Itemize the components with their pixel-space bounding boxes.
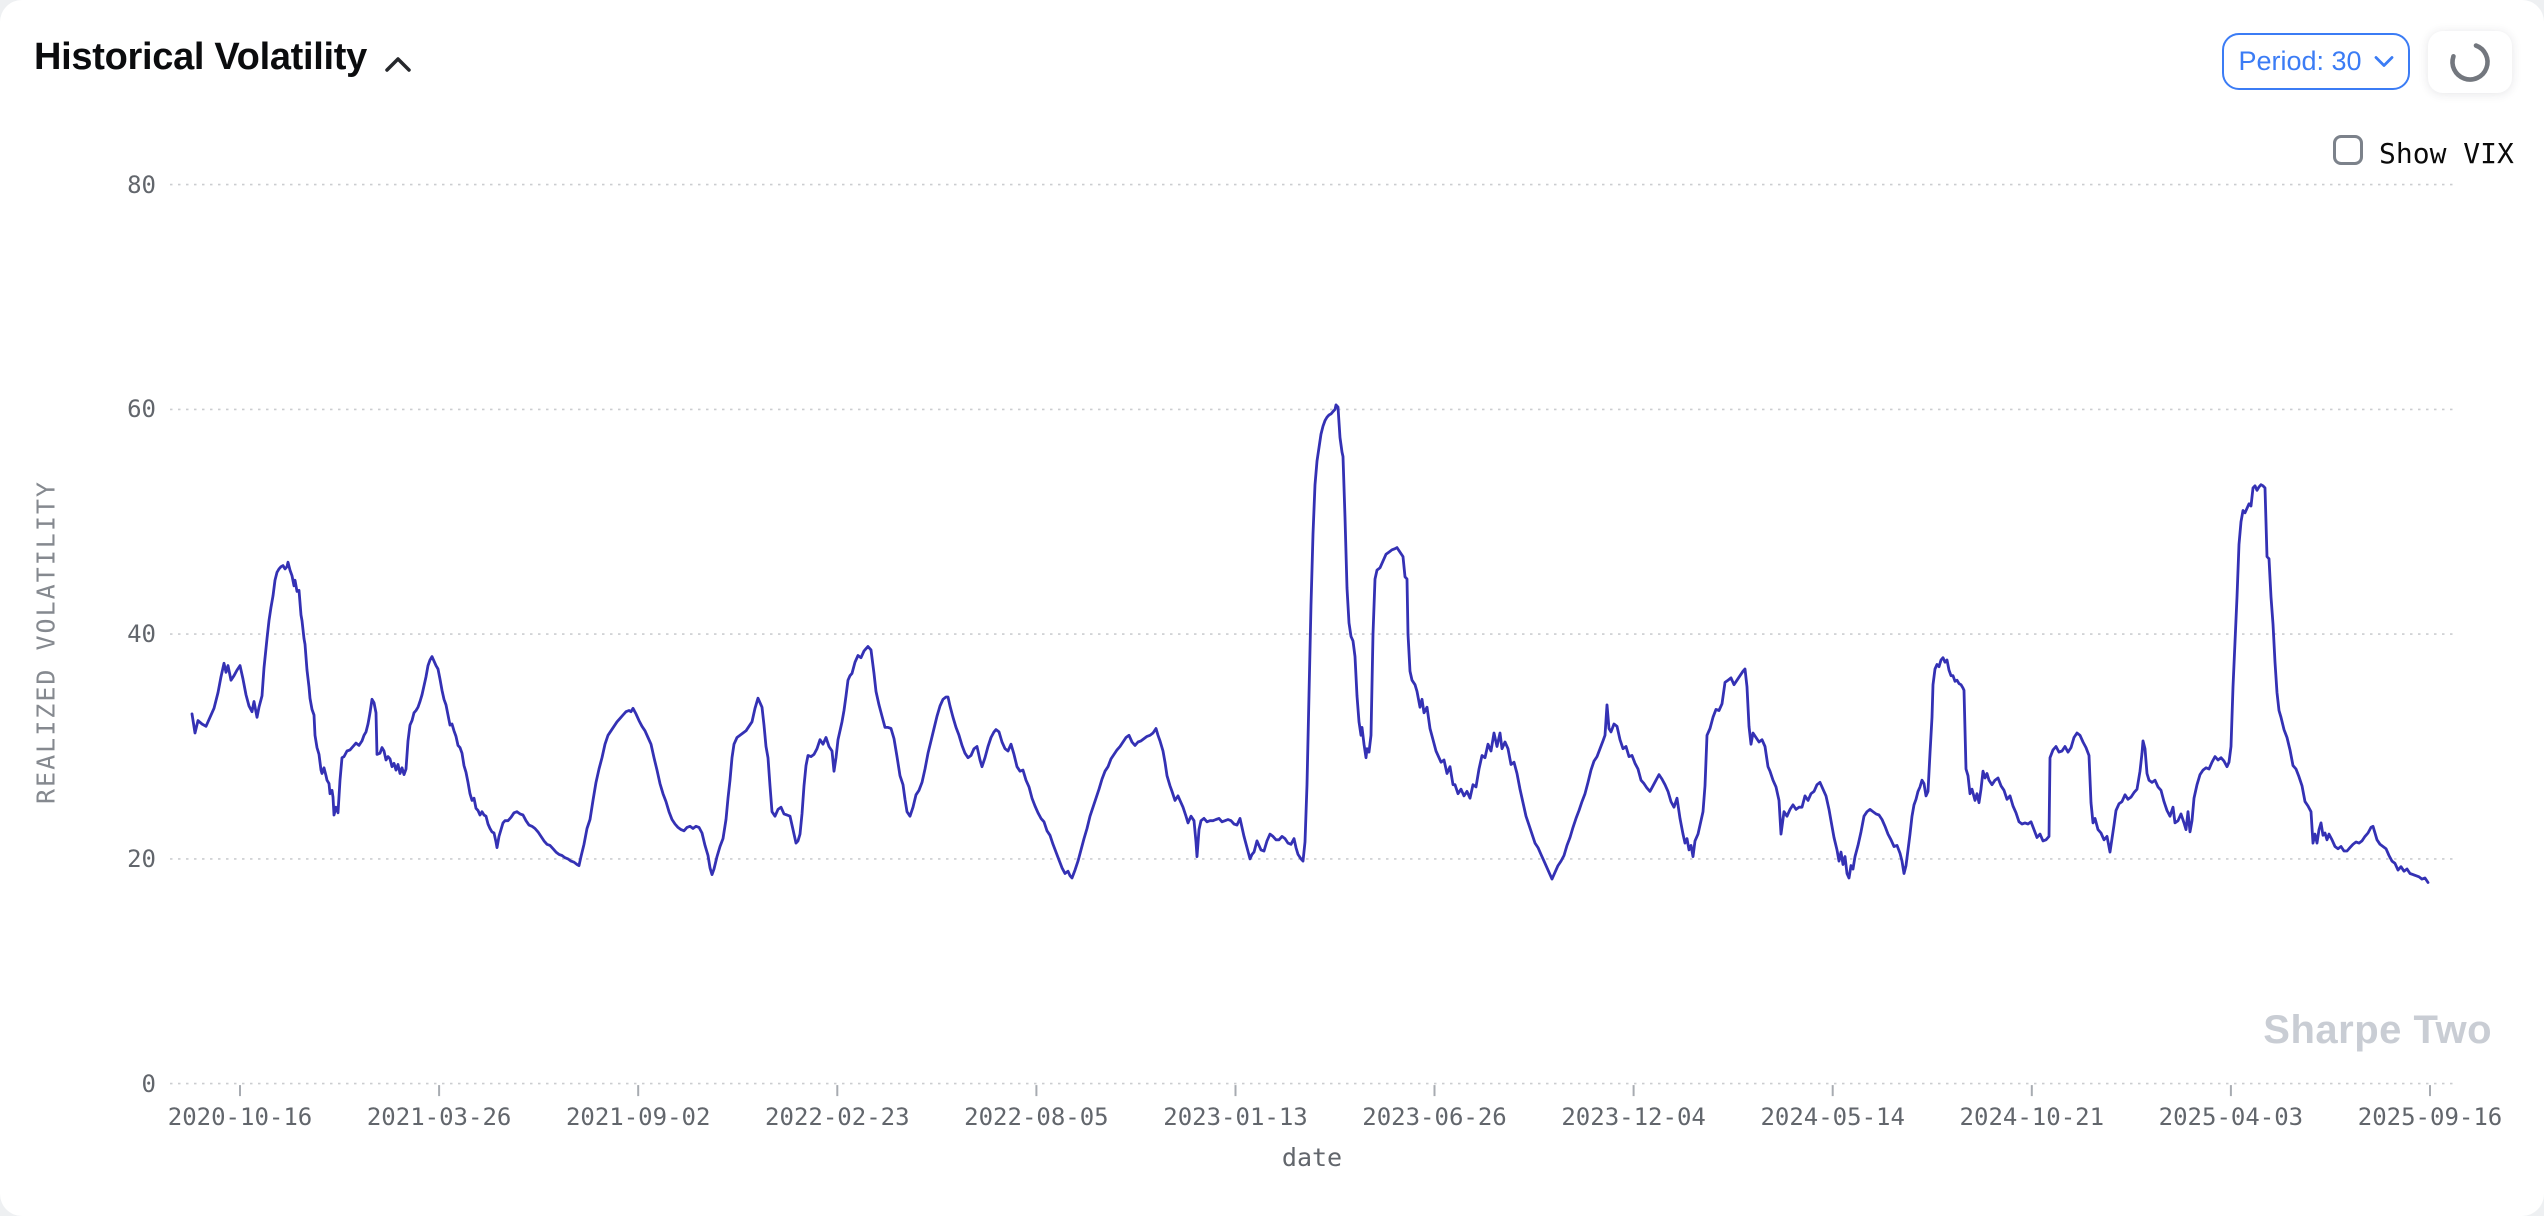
period-dropdown-label: Period: 30 — [2238, 46, 2362, 76]
y-axis-tick-label: 40 — [127, 620, 156, 649]
refresh-spinner-button[interactable] — [2428, 31, 2512, 93]
y-axis-tick-label: 60 — [127, 395, 156, 424]
x-axis-title: date — [1281, 1143, 1343, 1172]
x-axis-tick-label: 2023-06-26 — [1362, 1103, 1507, 1131]
show-vix-label: Show VIX — [2379, 137, 2514, 170]
x-axis-tick-label: 2023-01-13 — [1163, 1103, 1308, 1131]
x-axis-tick-label: 2024-05-14 — [1760, 1103, 1905, 1131]
chevron-down-icon — [2374, 55, 2394, 68]
x-axis-tick-label: 2022-08-05 — [964, 1103, 1109, 1131]
period-dropdown-button[interactable]: Period: 30 — [2222, 33, 2410, 90]
x-axis-tick-label: 2021-09-02 — [565, 1103, 711, 1131]
x-axis-tick-label: 2021-03-26 — [366, 1103, 512, 1131]
watermark: Sharpe Two — [2263, 1008, 2492, 1052]
x-axis-tick-label: 2025-04-03 — [2158, 1103, 2304, 1131]
y-axis-tick-label: 0 — [141, 1069, 156, 1098]
x-axis-tick-label: 2022-02-23 — [765, 1103, 910, 1131]
x-axis-tick-label: 2024-10-21 — [1959, 1103, 2105, 1131]
show-vix-checkbox[interactable] — [2333, 135, 2363, 165]
realized-volatility-line — [190, 403, 2430, 884]
loading-spinner-icon — [2447, 39, 2493, 85]
x-axis-tick-label: 2020-10-16 — [167, 1103, 313, 1131]
page-title: Historical Volatility — [34, 36, 367, 78]
collapse-chevron-up-icon[interactable] — [384, 54, 412, 81]
y-axis-tick-label: 20 — [127, 844, 156, 873]
y-axis-tick-label: 80 — [127, 170, 156, 199]
x-axis-tick-label: 2025-09-16 — [2357, 1103, 2503, 1131]
y-axis-title: REALIZED VOLATILITY — [31, 480, 61, 804]
x-axis-tick-label: 2023-12-04 — [1561, 1103, 1706, 1131]
